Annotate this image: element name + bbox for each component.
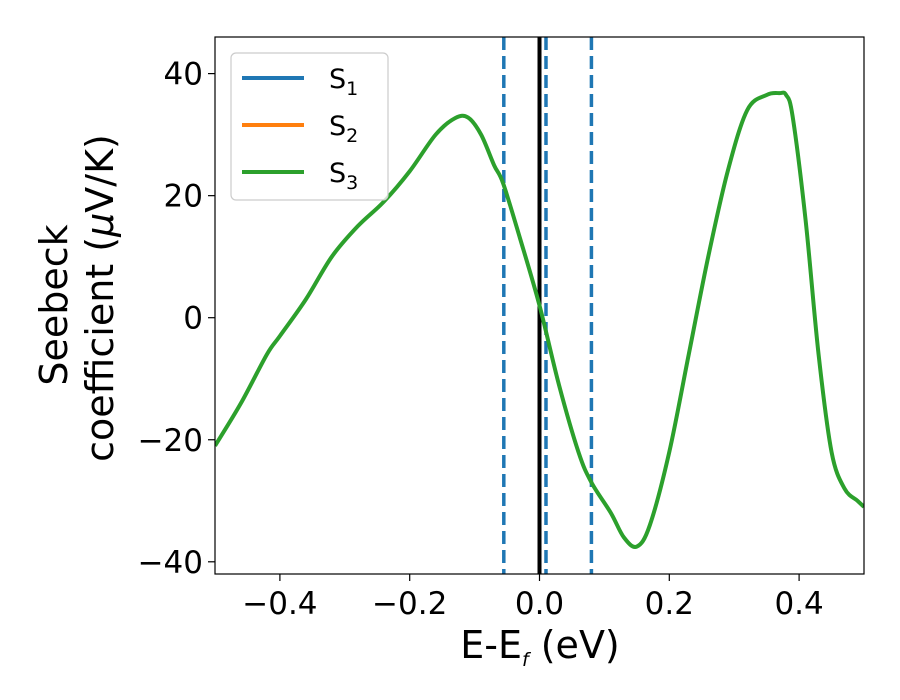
legend: S1 S2 S3 bbox=[230, 52, 389, 201]
y-axis-label-line2: coefficient (μV/K) bbox=[78, 134, 122, 462]
y-tick-label-2: 0 bbox=[183, 301, 203, 337]
x-tick-label-1: −0.2 bbox=[372, 586, 447, 622]
legend-label-1: S1 bbox=[329, 64, 358, 100]
plot-content bbox=[215, 37, 864, 574]
x-tick-label-0: −0.4 bbox=[242, 586, 317, 622]
legend-label-2: S2 bbox=[329, 111, 358, 147]
y-tick-label-4: −40 bbox=[138, 545, 203, 581]
y-tick-label-1: 20 bbox=[164, 179, 203, 215]
y-axis-label: Seebeck coefficient (μV/K) bbox=[32, 134, 122, 462]
seebeck-curve bbox=[215, 90, 864, 549]
x-tick-label-3: 0.2 bbox=[645, 586, 694, 622]
y-tick-label-3: −20 bbox=[138, 423, 203, 459]
y-axis-label-line1: Seebeck bbox=[32, 224, 76, 385]
x-tick-label-2: 0.0 bbox=[515, 586, 564, 622]
x-tick-label-4: 0.4 bbox=[774, 586, 823, 622]
legend-box bbox=[230, 52, 389, 201]
axis-ticks: −0.4 −0.2 0.0 0.2 0.4 40 20 0 −20 −40 bbox=[138, 57, 824, 622]
x-axis-label: E-Ef (eV) bbox=[460, 623, 620, 671]
legend-label-3: S3 bbox=[329, 158, 358, 194]
y-tick-label-0: 40 bbox=[164, 57, 203, 93]
